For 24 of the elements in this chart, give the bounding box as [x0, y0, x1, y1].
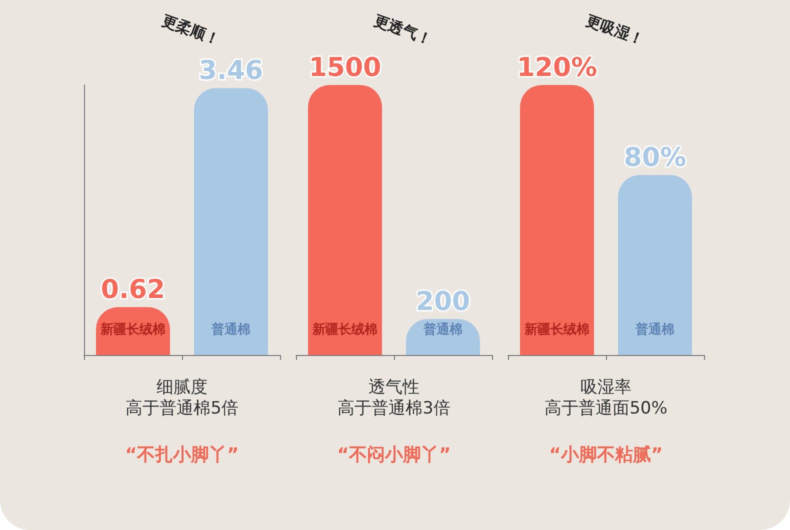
x-axis-title: 透气性 [368, 378, 420, 398]
data-label: 0.62 [100, 275, 166, 306]
text: 更透气！ [372, 11, 434, 49]
x-tick-label: 新疆长绒棉 [312, 322, 378, 338]
data-label: 3.46 [198, 56, 264, 86]
data-label: 120% [516, 53, 598, 83]
text: 高于普通棉3倍 [338, 398, 450, 418]
text: 高于普通棉5倍 [126, 398, 238, 418]
x-tick-label: 普通棉 [210, 322, 250, 338]
data-label: 80% [624, 143, 686, 173]
text: 更吸湿！ [584, 11, 646, 49]
x-tick-label: 普通棉 [422, 322, 462, 338]
text: 高于普通面50% [544, 398, 668, 418]
x-tick-label: 新疆长绒棉 [524, 322, 590, 338]
text: “不扎小脚丫” [125, 444, 239, 466]
x-tick-label: 新疆长绒棉 [100, 322, 166, 338]
x-axis-title: 细腻度 [156, 378, 208, 398]
text: “不闷小脚丫” [337, 444, 451, 466]
data-label: 200 [416, 287, 470, 317]
x-tick-label: 普通棉 [634, 322, 674, 338]
x-axis-title: 吸湿率 [580, 378, 632, 398]
text: 更柔顺！ [160, 11, 222, 49]
data-label: 1500 [308, 53, 382, 83]
text: “小脚不粘腻” [549, 444, 663, 466]
